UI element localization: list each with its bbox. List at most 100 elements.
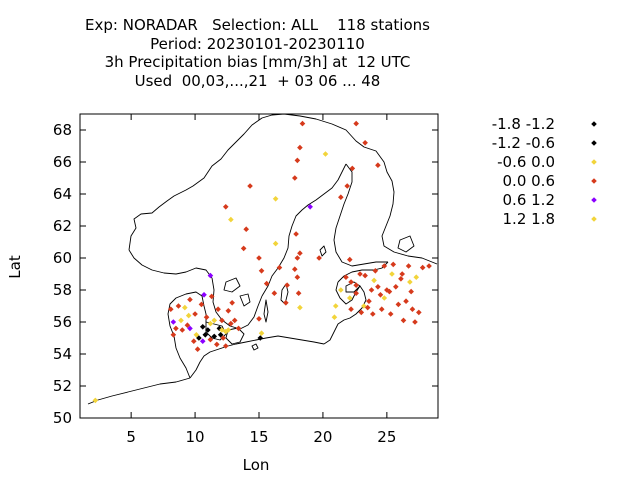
data-point-series-3 (294, 255, 301, 261)
data-point-series-3 (398, 276, 404, 282)
data-point-series-3 (348, 279, 354, 285)
data-point-series-1 (199, 324, 206, 330)
data-point-series-3 (256, 255, 262, 261)
data-point-series-3 (378, 306, 385, 312)
data-point-series-3 (173, 325, 179, 332)
data-point-series-1 (217, 332, 224, 338)
y-axis-label: Lat (6, 255, 24, 279)
axis-tick-labels: 5 10 15 20 25 50 52 54 56 58 60 62 64 66 68 (53, 121, 396, 446)
legend: -1.8 -1.2-1.2 -0.6-0.6 0.00.0 0.60.6 1.2… (492, 115, 597, 228)
data-point-series-3 (395, 301, 402, 308)
data-point-series-3 (316, 255, 322, 261)
y-tick-label: 52 (53, 377, 72, 395)
data-point-series-3 (179, 327, 186, 333)
data-point-series-3 (292, 266, 298, 272)
data-point-series-2 (193, 332, 200, 338)
data-point-series-3 (362, 140, 368, 146)
data-point-series-3 (170, 332, 177, 338)
legend-marker (591, 197, 597, 203)
data-point-series-3 (190, 338, 197, 344)
data-point-series-3 (353, 282, 359, 288)
data-point-series-3 (416, 309, 422, 316)
data-point-series-3 (263, 280, 270, 287)
title-line-4: Used 00,03,...,21 + 03 06 ... 48 (134, 71, 381, 90)
legend-label: -1.8 -1.2 (492, 115, 555, 133)
data-point-series-3 (381, 263, 388, 269)
data-point-series-2 (381, 295, 388, 301)
data-point-series-3 (412, 319, 418, 325)
data-point-series-3 (243, 226, 250, 232)
data-point-series-2 (258, 330, 265, 336)
legend-label: 0.0 0.6 (503, 172, 555, 190)
data-point-series-2 (272, 196, 279, 202)
data-point-series-3 (187, 296, 193, 303)
data-point-series-3 (175, 303, 182, 309)
legend-marker (591, 216, 597, 222)
data-point-series-3 (353, 120, 359, 127)
data-point-series-1 (211, 333, 218, 340)
title-line-1: Exp: NORADAR Selection: ALL 118 stations (85, 16, 430, 34)
data-point-series-3 (399, 271, 405, 277)
data-point-series-3 (271, 290, 278, 296)
legend-marker (591, 178, 597, 184)
data-point-series-3 (405, 263, 412, 269)
data-point-series-3 (400, 317, 407, 324)
data-point-series-4 (207, 272, 214, 279)
data-point-series-3 (362, 272, 368, 279)
data-point-series-5 (219, 327, 225, 333)
legend-label: -0.6 0.0 (497, 153, 555, 171)
y-tick-label: 60 (53, 249, 72, 267)
data-point-series-3 (294, 157, 301, 164)
data-point-series-3 (358, 309, 365, 316)
data-point-series-3 (357, 271, 363, 277)
data-point-series-0 (202, 332, 209, 338)
data-point-series-3 (192, 311, 198, 317)
data-point-series-3 (229, 300, 235, 306)
data-point-series-2 (389, 271, 395, 277)
x-axis-label: Lon (243, 456, 270, 474)
data-point-series-3 (235, 325, 242, 332)
data-point-series-3 (247, 183, 253, 189)
data-point-series-2 (413, 274, 420, 280)
data-point-series-3 (240, 245, 247, 252)
y-tick-label: 66 (53, 153, 72, 171)
data-point-series-3 (426, 263, 432, 269)
data-point-series-3 (408, 288, 414, 295)
data-point-series-3 (194, 346, 201, 352)
legend-marker (591, 159, 597, 165)
data-point-series-3 (258, 268, 265, 274)
legend-label: 0.6 1.2 (503, 191, 555, 209)
data-point-series-2 (225, 327, 232, 333)
data-point-series-3 (393, 284, 399, 290)
data-point-series-3 (353, 290, 359, 296)
data-point-series-3 (294, 274, 301, 280)
legend-label: 1.2 1.8 (503, 210, 555, 228)
y-tick-label: 58 (53, 281, 72, 299)
legend-marker (591, 140, 597, 146)
data-point-series-3 (228, 320, 234, 327)
data-point-series-2 (322, 151, 329, 157)
y-tick-label: 64 (53, 185, 72, 203)
data-point-series-4 (201, 292, 207, 298)
data-point-series-3 (348, 306, 354, 312)
data-point-series-3 (256, 316, 262, 322)
data-point-series-2 (346, 295, 353, 301)
data-point-series-3 (167, 306, 174, 312)
coastline-basemap (87, 113, 438, 405)
title-line-2: Period: 20230101-20230110 (150, 34, 365, 53)
data-point-series-3 (403, 298, 409, 304)
data-point-series-4 (307, 204, 313, 210)
data-point-series-3 (207, 336, 214, 343)
y-tick-label: 68 (53, 121, 72, 139)
data-point-series-3 (390, 261, 397, 268)
data-point-series-3 (297, 144, 303, 151)
data-point-series-4 (199, 338, 206, 344)
data-point-series-2 (182, 304, 188, 311)
data-point-series-3 (283, 300, 289, 306)
data-point-series-2 (228, 216, 234, 223)
x-tick-label: 25 (377, 428, 396, 446)
data-point-series-3 (184, 322, 191, 328)
data-point-series-3 (222, 343, 229, 349)
data-point-series-3 (214, 341, 220, 348)
